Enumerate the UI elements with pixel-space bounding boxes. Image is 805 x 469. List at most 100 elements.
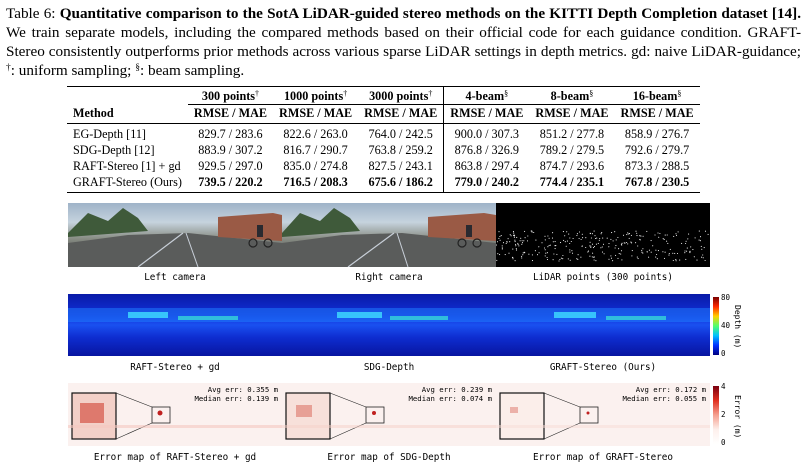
method-name: RAFT-Stereo [1] + gd: [73, 159, 181, 173]
table-cell: 851.2 / 277.8: [529, 123, 615, 142]
table-cell: 883.9 / 307.2: [198, 143, 263, 157]
error-stats-sdg: Avg err: 0.239 m Median err: 0.074 m: [408, 385, 492, 403]
lidar-scatter: [496, 230, 709, 262]
error-stats-raft: Avg err: 0.355 m Median err: 0.139 m: [194, 385, 278, 403]
table-cell: 774.4 / 235.1: [529, 174, 615, 193]
right-camera-image: [282, 203, 496, 267]
depth-map-sdg: [282, 294, 496, 356]
table-cell: 874.7 / 293.6: [539, 159, 605, 173]
dagger-text: : uniform sampling;: [10, 62, 136, 79]
table-row: SDG-Depth [12] 883.9 / 307.2 816.7 / 290…: [67, 142, 700, 158]
table-cell: 827.5 / 243.1: [368, 159, 433, 173]
lidar-points-image: [496, 203, 710, 267]
depth-illustration: [496, 308, 710, 322]
method-name: EG-Depth [11]: [67, 123, 188, 142]
table-cell: 739.5 / 220.2: [187, 174, 274, 193]
depth-tick-mid: 40: [721, 321, 731, 330]
label-depth-graft: GRAFT-Stereo (Ours): [549, 362, 657, 373]
section-text: : beam sampling.: [139, 62, 245, 79]
error-tick-min: 0: [721, 438, 726, 447]
label-right-camera: Right camera: [355, 272, 423, 283]
error-colorbar: [713, 386, 719, 444]
table-cell: 863.8 / 297.4: [443, 158, 530, 174]
error-illustration: [282, 392, 496, 440]
label-left-camera: Left camera: [144, 272, 206, 283]
avg-error: Avg err: 0.239 m: [421, 385, 492, 394]
left-camera-image: [68, 203, 282, 267]
label-lidar: LiDAR points (300 points): [533, 272, 673, 283]
metric-header: RMSE / MAE: [187, 104, 274, 124]
table-cell: 675.6 / 186.2: [358, 174, 444, 193]
depth-colorbar: [713, 297, 719, 355]
road-scene-illustration: [282, 208, 496, 267]
metric-header: RMSE / MAE: [443, 104, 530, 124]
label-error-sdg: Error map of SDG-Depth: [327, 452, 451, 463]
table-row-best: GRAFT-Stereo (Ours) 739.5 / 220.2 716.5 …: [67, 174, 700, 193]
avg-error: Avg err: 0.172 m: [635, 385, 706, 394]
caption-body: We train separate models, including the …: [6, 24, 801, 60]
error-tick-mid: 2: [721, 410, 726, 419]
median-error: Median err: 0.074 m: [408, 393, 492, 403]
table-cell: 779.0 / 240.2: [443, 174, 530, 193]
group-header-300: 300 points†: [187, 86, 274, 105]
group-header-1000: 1000 points†: [273, 86, 359, 105]
table-cell: 900.0 / 307.3: [443, 123, 530, 142]
table-caption: Table 6: Quantitative comparison to the …: [6, 4, 801, 80]
metric-header: RMSE / MAE: [529, 104, 615, 124]
median-error: Median err: 0.139 m: [194, 393, 278, 403]
error-illustration: [496, 392, 710, 440]
error-stats-graft: Avg err: 0.172 m Median err: 0.055 m: [622, 385, 706, 403]
error-illustration: [68, 392, 282, 440]
table-corner: [67, 86, 188, 105]
error-map-graft: Avg err: 0.172 m Median err: 0.055 m: [496, 383, 710, 446]
label-depth-raft: RAFT-Stereo + gd: [130, 362, 220, 373]
group-header-8beam: 8-beam§: [529, 86, 615, 105]
label-error-raft: Error map of RAFT-Stereo + gd: [93, 452, 257, 463]
method-name: GRAFT-Stereo (Ours): [67, 174, 188, 193]
label-error-graft: Error map of GRAFT-Stereo: [533, 452, 673, 463]
avg-error: Avg err: 0.355 m: [207, 385, 278, 394]
caption-title: Quantitative comparison to the SotA LiDA…: [59, 5, 801, 22]
table-cell: 858.9 / 276.7: [614, 123, 700, 142]
metric-header: RMSE / MAE: [273, 104, 359, 124]
table-cell: 716.5 / 208.3: [273, 174, 359, 193]
depth-map-graft: [496, 294, 710, 356]
table-cell: 767.8 / 230.5: [614, 174, 700, 193]
median-error: Median err: 0.055 m: [622, 393, 706, 403]
depth-tick-min: 0: [721, 349, 726, 358]
depth-illustration: [282, 308, 496, 322]
error-colorbar-title: Error (m): [733, 395, 742, 439]
table-cell: 764.0 / 242.5: [358, 123, 444, 142]
error-map-raft: Avg err: 0.355 m Median err: 0.139 m: [68, 383, 282, 446]
table-cell: 822.6 / 263.0: [273, 123, 359, 142]
method-header: Method: [73, 105, 114, 120]
results-table: 300 points† 1000 points† 3000 points† 4-…: [67, 86, 700, 193]
table-row: RAFT-Stereo [1] + gd 929.5 / 297.0 835.0…: [67, 158, 700, 174]
table-cell: 816.7 / 290.7: [283, 143, 348, 157]
table-cell: 789.2 / 279.5: [539, 143, 605, 157]
caption-prefix: Table 6:: [6, 5, 60, 22]
dagger-mark: †: [6, 63, 11, 73]
group-header-16beam: 16-beam§: [614, 86, 700, 105]
method-name: SDG-Depth [12]: [73, 143, 155, 157]
depth-colorbar-title: Depth (m): [733, 305, 742, 349]
table-cell: 929.5 / 297.0: [198, 159, 263, 173]
error-map-sdg: Avg err: 0.239 m Median err: 0.074 m: [282, 383, 496, 446]
error-tick-max: 4: [721, 382, 726, 391]
metric-header: RMSE / MAE: [614, 104, 700, 124]
group-header-3000: 3000 points†: [358, 86, 444, 105]
depth-illustration: [68, 308, 282, 322]
group-header-4beam: 4-beam§: [443, 86, 530, 105]
metric-header: RMSE / MAE: [358, 104, 444, 124]
label-depth-sdg: SDG-Depth: [363, 362, 415, 373]
table-cell: 792.6 / 279.7: [624, 143, 690, 157]
table-cell: 835.0 / 274.8: [283, 159, 348, 173]
depth-tick-max: 80: [721, 293, 731, 302]
depth-map-raft: [68, 294, 282, 356]
section-mark: §: [135, 63, 140, 73]
table-row: EG-Depth [11] 829.7 / 283.6 822.6 / 263.…: [67, 123, 700, 142]
table-cell: 763.8 / 259.2: [368, 143, 433, 157]
table-cell: 876.8 / 326.9: [443, 142, 530, 158]
table-cell: 873.3 / 288.5: [624, 159, 690, 173]
table-cell: 829.7 / 283.6: [187, 123, 274, 142]
